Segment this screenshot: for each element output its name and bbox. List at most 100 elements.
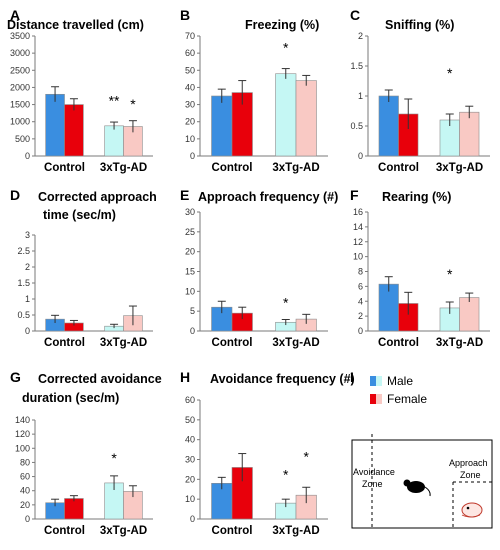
y-tick-label-g: 0 — [25, 514, 30, 524]
y-tick-label-b: 10 — [185, 134, 195, 144]
bar-a-control-female — [64, 104, 84, 157]
y-tick-label-h: 60 — [185, 395, 195, 405]
y-tick-label-c: 0 — [358, 151, 363, 161]
significance-a: * — [130, 96, 136, 112]
panel-title-d: Corrected approach — [38, 190, 157, 204]
arena-box — [351, 439, 493, 529]
panel-title-c: Sniffing (%) — [385, 18, 454, 32]
x-tick-label-c: Control — [378, 162, 419, 174]
bar-c-tg-female — [459, 111, 480, 157]
y-tick-label-a: 1500 — [10, 100, 30, 110]
y-tick-label-h: 40 — [185, 435, 195, 445]
panel-letter-h: H — [180, 369, 190, 385]
y-tick-label-b: 0 — [190, 151, 195, 161]
x-tick-label-e: Control — [212, 337, 253, 349]
y-tick-label-c: 2 — [358, 31, 363, 41]
x-tick-label-b: 3xTg-AD — [272, 162, 319, 174]
x-tick-label-a: Control — [44, 162, 85, 174]
panel-letter-f: F — [350, 187, 359, 203]
rat-in-corner-icon — [461, 514, 481, 518]
x-tick-label-f: 3xTg-AD — [436, 337, 483, 349]
legend: Male Female — [370, 373, 495, 423]
y-tick-label-f: 2 — [358, 311, 363, 321]
x-tick-label-g: 3xTg-AD — [100, 525, 147, 537]
y-tick-label-b: 70 — [185, 31, 195, 41]
y-tick-label-h: 0 — [190, 514, 195, 524]
legend-swatch-female — [370, 394, 382, 404]
avoidance-zone-label: Avoidance — [353, 467, 395, 477]
y-tick-label-g: 80 — [20, 457, 30, 467]
legend-label-female: Female — [387, 392, 428, 406]
y-tick-label-e: 25 — [185, 227, 195, 237]
panel-title-e: Approach frequency (#) — [198, 190, 338, 204]
y-tick-label-e: 0 — [190, 326, 195, 336]
significance-g: * — [111, 450, 117, 466]
significance-c: * — [447, 65, 453, 81]
y-tick-label-h: 20 — [185, 474, 195, 484]
y-tick-label-c: 1 — [358, 91, 363, 101]
y-tick-label-e: 30 — [185, 207, 195, 217]
bar-f-tg-female — [459, 297, 480, 332]
y-tick-label-a: 1000 — [10, 117, 30, 127]
approach-boundary — [452, 481, 492, 530]
bar-c-control-male — [378, 95, 399, 157]
y-tick-label-g: 100 — [15, 443, 30, 453]
legend-female: Female — [370, 391, 427, 407]
panel-title-a: Distance travelled (cm) — [7, 18, 144, 32]
bar-g-control-female — [64, 498, 84, 520]
y-tick-label-d: 2.5 — [17, 246, 30, 256]
y-tick-label-a: 0 — [25, 151, 30, 161]
y-tick-label-d: 1 — [25, 294, 30, 304]
y-tick-label-h: 50 — [185, 415, 195, 425]
y-tick-label-a: 2000 — [10, 82, 30, 92]
y-tick-label-g: 120 — [15, 429, 30, 439]
significance-b: * — [283, 39, 289, 55]
y-tick-label-a: 2500 — [10, 65, 30, 75]
x-tick-label-d: 3xTg-AD — [100, 337, 147, 349]
panel-letter-d: D — [10, 187, 20, 203]
y-tick-label-c: 0.5 — [350, 121, 363, 131]
significance-a: ** — [109, 92, 120, 108]
panel-title-b: Freezing (%) — [245, 18, 319, 32]
rat-in-corner-icon — [466, 506, 470, 510]
legend-swatch-male-tg — [376, 376, 382, 386]
panel-title-d: time (sec/m) — [43, 208, 116, 222]
y-tick-label-a: 3500 — [10, 31, 30, 41]
legend-swatch-female-control — [370, 394, 376, 404]
y-tick-label-e: 15 — [185, 267, 195, 277]
panel-title-g: duration (sec/m) — [22, 391, 119, 405]
significance-h: * — [304, 449, 310, 465]
y-tick-label-f: 4 — [358, 296, 363, 306]
x-tick-label-g: Control — [44, 525, 85, 537]
y-tick-label-a: 500 — [15, 134, 30, 144]
rat-in-corner-icon — [461, 502, 483, 518]
mouse-icon — [403, 479, 411, 487]
y-tick-label-b: 50 — [185, 65, 195, 75]
bar-b-control-male — [211, 95, 233, 157]
y-tick-label-b: 40 — [185, 82, 195, 92]
x-tick-label-f: Control — [378, 337, 419, 349]
y-tick-label-b: 60 — [185, 48, 195, 58]
panel-letter-i: I — [350, 369, 354, 385]
approach-zone-label: Zone — [460, 470, 481, 480]
y-tick-label-f: 12 — [353, 237, 363, 247]
y-tick-label-f: 6 — [358, 281, 363, 291]
bar-b-tg-male — [275, 73, 297, 157]
panel-letter-b: B — [180, 7, 190, 23]
legend-label-male: Male — [387, 374, 414, 388]
legend-swatch-male — [370, 376, 382, 386]
y-tick-label-h: 10 — [185, 494, 195, 504]
y-tick-label-f: 14 — [353, 222, 363, 232]
x-tick-label-h: Control — [212, 525, 253, 537]
y-tick-label-b: 20 — [185, 117, 195, 127]
approach-zone-label: Approach — [449, 458, 488, 468]
panel-title-h: Avoidance frequency (#) — [210, 372, 355, 386]
y-tick-label-d: 2 — [25, 262, 30, 272]
y-tick-label-c: 1.5 — [350, 61, 363, 71]
y-tick-label-d: 1.5 — [17, 278, 30, 288]
y-tick-label-d: 3 — [25, 230, 30, 240]
x-tick-label-b: Control — [212, 162, 253, 174]
y-tick-label-e: 5 — [190, 306, 195, 316]
y-tick-label-a: 3000 — [10, 48, 30, 58]
